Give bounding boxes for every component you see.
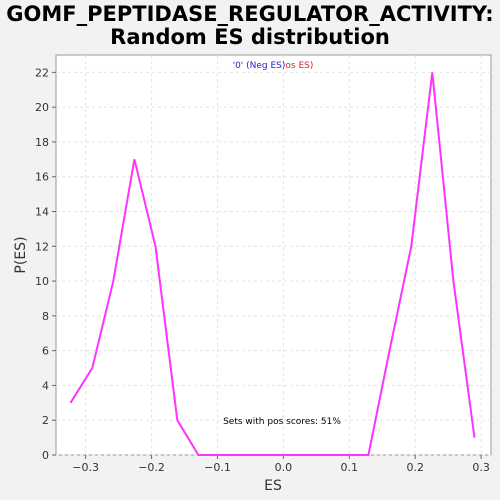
y-tick-label: 18 (35, 136, 49, 149)
x-tick-label: 0.2 (406, 461, 424, 474)
grid (56, 55, 491, 456)
chart-title-line-1: GOMF_PEPTIDASE_REGULATOR_ACTIVITY: (6, 2, 494, 26)
y-tick-label: 12 (35, 240, 49, 253)
axes: 0 2 4 6 8 10 12 14 16 18 20 22 −0.3 −0.2 −0.1 0.0 0.1 0.2… (35, 66, 490, 474)
y-tick-label: 14 (35, 206, 49, 219)
x-tick-label: 0.1 (341, 461, 359, 474)
y-axis-label: P(ES) (13, 236, 29, 273)
legend-neg-label: '0' (Neg ES) (233, 61, 286, 71)
series-layer (69, 72, 476, 456)
pos-score-annotation: Sets with pos scores: 51% (223, 417, 341, 427)
y-tick-label: 6 (42, 345, 49, 358)
y-tick-label: 16 (35, 171, 49, 184)
x-tick-label: −0.2 (138, 461, 165, 474)
x-tick-label: 0.3 (472, 461, 490, 474)
y-tick-label: 4 (42, 379, 49, 392)
y-tick-label: 10 (35, 275, 49, 288)
y-tick-label: 8 (42, 310, 49, 323)
x-tick-label: −0.1 (204, 461, 231, 474)
chart-title-line-2: Random ES distribution (110, 25, 390, 49)
legend-pos-label: os ES) (285, 61, 313, 71)
series-line (69, 72, 476, 456)
x-tick-label: 0.0 (275, 461, 293, 474)
x-tick-label: −0.3 (72, 461, 99, 474)
y-tick-label: 0 (42, 449, 49, 462)
y-tick-label: 2 (42, 414, 49, 427)
legend: '0' (Neg ES)os ES) (233, 61, 314, 71)
x-axis-label: ES (264, 478, 282, 494)
plot-area (55, 54, 492, 456)
y-tick-label: 22 (35, 66, 49, 79)
y-tick-label: 20 (35, 101, 49, 114)
